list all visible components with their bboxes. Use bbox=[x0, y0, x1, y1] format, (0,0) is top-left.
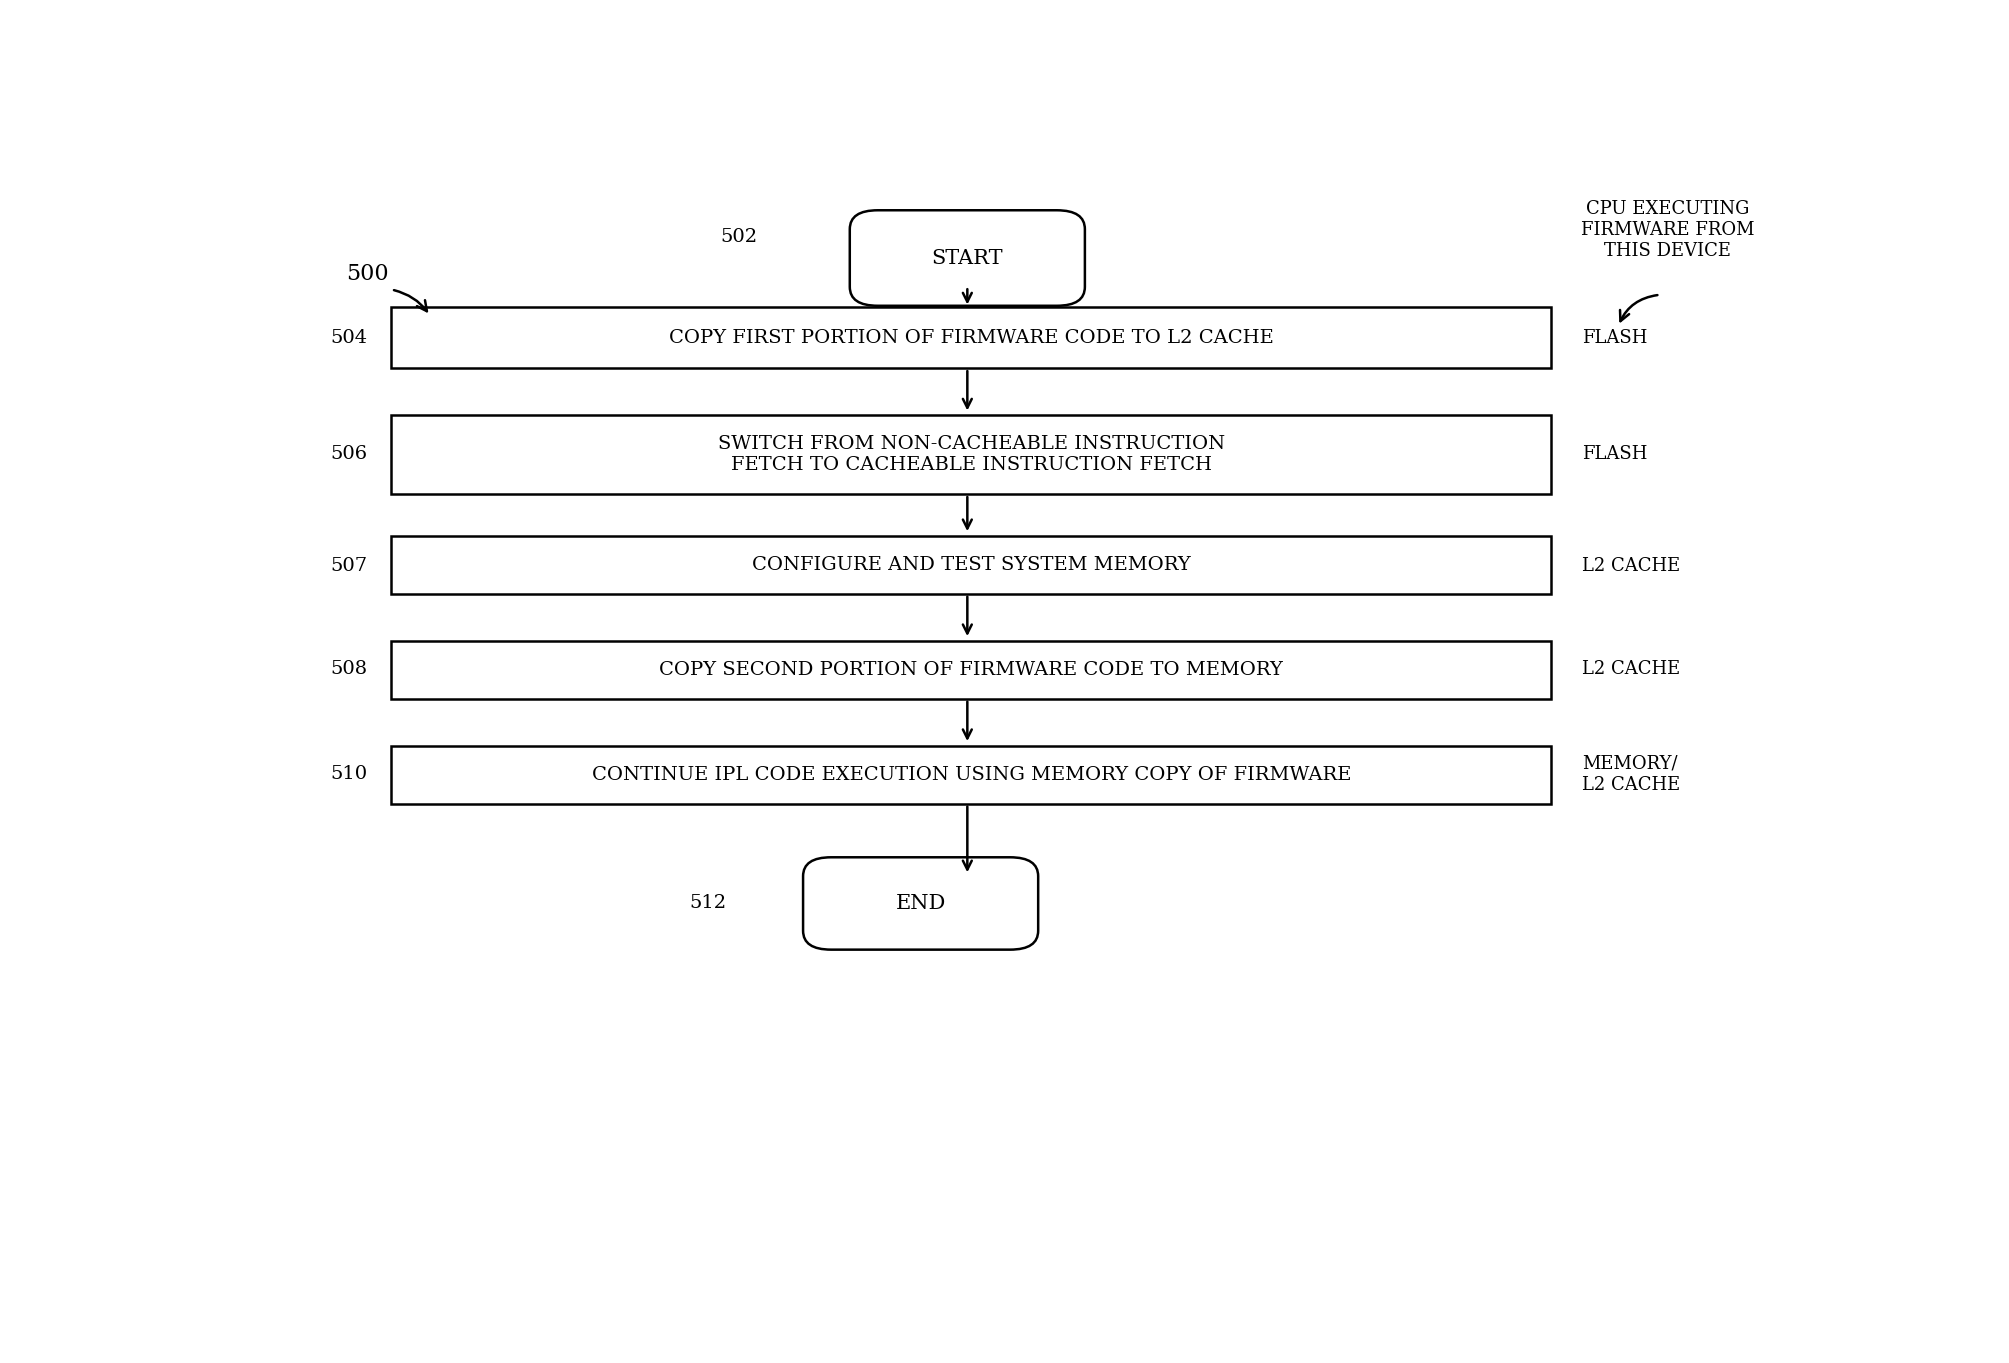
Bar bbox=[392, 536, 1551, 594]
Text: 507: 507 bbox=[331, 556, 368, 575]
Text: L2 CACHE: L2 CACHE bbox=[1583, 556, 1682, 575]
Bar bbox=[392, 307, 1551, 368]
Text: L2 CACHE: L2 CACHE bbox=[1583, 661, 1682, 679]
Text: 504: 504 bbox=[331, 328, 368, 346]
FancyBboxPatch shape bbox=[850, 210, 1085, 305]
Text: COPY SECOND PORTION OF FIRMWARE CODE TO MEMORY: COPY SECOND PORTION OF FIRMWARE CODE TO … bbox=[659, 661, 1284, 679]
Text: FLASH: FLASH bbox=[1583, 328, 1647, 346]
Text: 512: 512 bbox=[689, 894, 725, 912]
Text: FLASH: FLASH bbox=[1583, 446, 1647, 463]
FancyBboxPatch shape bbox=[804, 857, 1039, 950]
Bar bbox=[392, 641, 1551, 699]
Text: MEMORY/
L2 CACHE: MEMORY/ L2 CACHE bbox=[1583, 755, 1682, 793]
Text: 506: 506 bbox=[331, 446, 368, 463]
Text: CONTINUE IPL CODE EXECUTION USING MEMORY COPY OF FIRMWARE: CONTINUE IPL CODE EXECUTION USING MEMORY… bbox=[591, 766, 1350, 784]
Text: 502: 502 bbox=[719, 228, 757, 247]
Bar bbox=[392, 746, 1551, 804]
Bar bbox=[392, 416, 1551, 495]
Text: 510: 510 bbox=[331, 766, 368, 784]
Text: COPY FIRST PORTION OF FIRMWARE CODE TO L2 CACHE: COPY FIRST PORTION OF FIRMWARE CODE TO L… bbox=[669, 328, 1274, 346]
Text: END: END bbox=[896, 894, 946, 913]
Text: START: START bbox=[932, 248, 1002, 267]
Text: SWITCH FROM NON-CACHEABLE INSTRUCTION
FETCH TO CACHEABLE INSTRUCTION FETCH: SWITCH FROM NON-CACHEABLE INSTRUCTION FE… bbox=[717, 435, 1225, 474]
Text: 500: 500 bbox=[348, 263, 390, 285]
Text: 508: 508 bbox=[331, 661, 368, 679]
Text: CPU EXECUTING
FIRMWARE FROM
THIS DEVICE: CPU EXECUTING FIRMWARE FROM THIS DEVICE bbox=[1581, 200, 1754, 260]
Text: CONFIGURE AND TEST SYSTEM MEMORY: CONFIGURE AND TEST SYSTEM MEMORY bbox=[751, 556, 1191, 574]
